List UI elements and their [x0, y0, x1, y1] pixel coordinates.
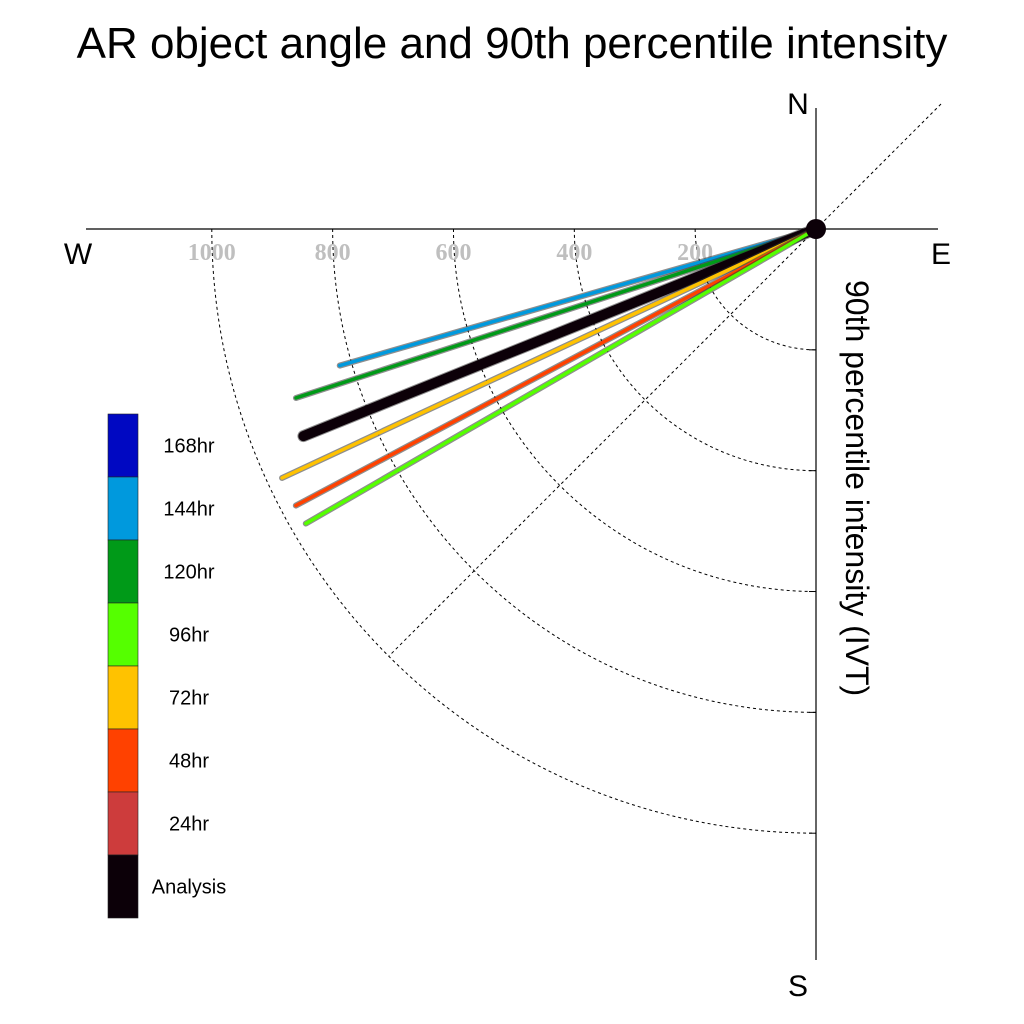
legend-swatch-24hr — [107, 791, 139, 856]
radial-axis-label: 90th percentile intensity (IVT) — [839, 280, 875, 696]
compass-axes: N S E W — [64, 88, 951, 1003]
polar-grid — [211, 103, 942, 834]
series-line-analysis — [298, 224, 821, 442]
legend-swatch-72hr — [107, 665, 139, 730]
grid-arc-400 — [573, 228, 817, 472]
legend-label-72hr: 72hr — [169, 688, 209, 710]
legend-label-144hr: 144hr — [163, 499, 214, 521]
grid-arc-200 — [694, 228, 817, 351]
series-line-72hr — [280, 227, 818, 480]
legend-swatch-144hr — [107, 476, 139, 541]
origin-marker — [806, 219, 826, 239]
series-lines — [279, 223, 822, 527]
compass-west-label: W — [64, 238, 93, 271]
tick-label-600: 600 — [435, 240, 471, 266]
tick-label-400: 400 — [556, 240, 592, 266]
legend-swatch-96hr — [107, 602, 139, 667]
legend: 168hr 144hr 120hr 96hr 72hr 48hr 24hr Analysis — [107, 413, 226, 919]
legend-label-120hr: 120hr — [163, 562, 214, 584]
legend-label-48hr: 48hr — [169, 751, 209, 773]
series-line-96hr — [304, 227, 818, 526]
compass-north-label: N — [787, 88, 809, 121]
tick-label-1000: 1000 — [188, 240, 236, 266]
tick-label-800: 800 — [315, 240, 351, 266]
series-line-48hr — [294, 227, 818, 508]
chart-title: AR object angle and 90th percentile inte… — [77, 19, 948, 68]
series-line-120hr — [294, 227, 818, 400]
compass-east-label: E — [931, 238, 951, 271]
legend-swatch-analysis — [107, 854, 139, 919]
legend-label-96hr: 96hr — [169, 625, 209, 647]
legend-swatch-48hr — [107, 728, 139, 793]
legend-swatch-168hr — [107, 413, 139, 478]
grid-arc-600 — [452, 228, 817, 593]
legend-swatch-120hr — [107, 539, 139, 604]
compass-south-label: S — [788, 970, 808, 1003]
grid-diagonal — [388, 103, 942, 657]
legend-label-168hr: 168hr — [163, 436, 214, 458]
legend-label-24hr: 24hr — [169, 814, 209, 836]
legend-label-analysis: Analysis — [152, 877, 226, 899]
